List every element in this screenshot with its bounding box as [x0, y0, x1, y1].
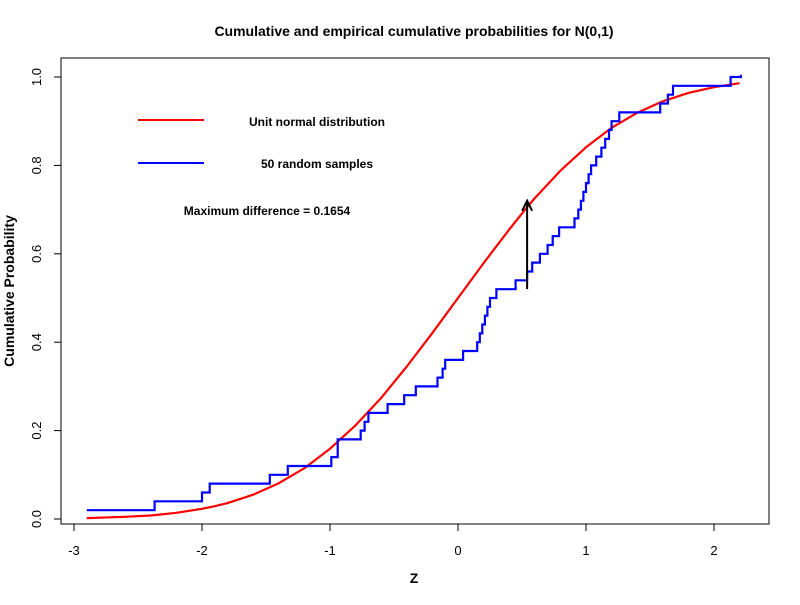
- x-tick-label: -1: [324, 543, 336, 558]
- y-tick-label: 0.4: [29, 333, 44, 351]
- max-difference-arrow: [521, 198, 534, 290]
- plot-box: [60, 57, 770, 525]
- arrow-head: [521, 198, 534, 212]
- y-tick-label: 1.0: [29, 68, 44, 86]
- x-tick-label: 1: [582, 543, 589, 558]
- x-axis-label: Z: [410, 570, 419, 586]
- series-layer: [86, 74, 742, 520]
- max-difference-annotation: Maximum difference = 0.1654: [184, 204, 351, 218]
- y-tick-label: 0.2: [29, 422, 44, 440]
- y-axis-label: Cumulative Probability: [1, 215, 17, 367]
- chart-title: Cumulative and empirical cumulative prob…: [214, 23, 613, 39]
- series-line-random-samples: [86, 74, 742, 512]
- y-axis-ticks: 0.0 0.2 0.4 0.6 0.8 1.0: [29, 68, 62, 528]
- x-tick-label: -2: [196, 543, 208, 558]
- x-tick-label: 0: [454, 543, 461, 558]
- legend-label-unit-normal: Unit normal distribution: [249, 115, 385, 129]
- y-tick-label: 0.0: [29, 510, 44, 528]
- y-tick-label: 0.6: [29, 245, 44, 263]
- x-tick-label: 2: [710, 543, 717, 558]
- legend-label-random-samples: 50 random samples: [261, 157, 373, 171]
- legend: Unit normal distribution 50 random sampl…: [138, 115, 385, 171]
- series-line-unit-normal: [86, 82, 740, 520]
- y-tick-label: 0.8: [29, 156, 44, 174]
- x-tick-label: -3: [68, 543, 80, 558]
- x-axis-ticks: -3 -2 -1 0 1 2: [68, 523, 718, 558]
